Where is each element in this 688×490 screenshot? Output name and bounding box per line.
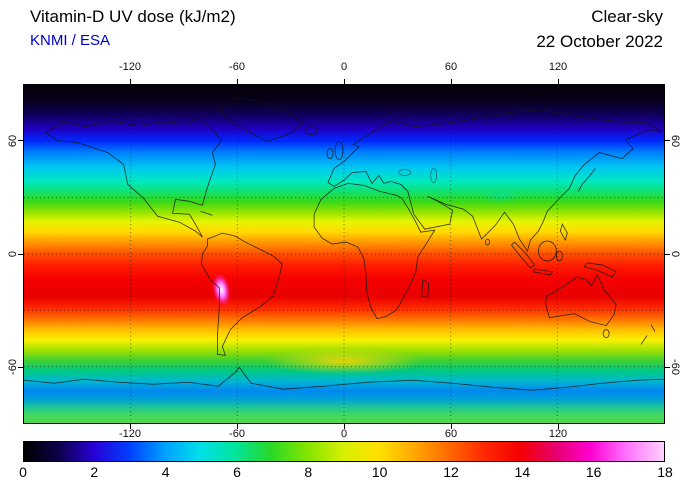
south-america-outline (201, 232, 283, 356)
colorbar-tick-label: 6 (233, 464, 241, 480)
sulawesi-outline (555, 250, 563, 262)
antarctic-uv-maximum (264, 347, 424, 375)
lon-tick-label-top: -120 (118, 61, 142, 73)
tibetan-plateau-enhancement (479, 188, 522, 204)
lon-tick-mark-bottom (450, 424, 452, 429)
lon-tick-label-bottom: -60 (229, 428, 245, 440)
continent-outlines (24, 97, 664, 391)
colorbar-tick-label: 14 (514, 464, 531, 480)
eurasia-outline (327, 109, 663, 252)
new-guinea-outline (583, 262, 617, 278)
colorbar (23, 441, 665, 462)
colorbar-tick-label: 16 (585, 464, 602, 480)
colorbar-tick-label: 10 (371, 464, 388, 480)
andes-uv-maximum (212, 272, 231, 307)
lon-tick-mark-top (557, 79, 559, 84)
figure-date: 22 October 2022 (536, 32, 663, 51)
uv-hotspots (212, 188, 522, 375)
lat-tick-mark-left (18, 366, 23, 368)
japan-outline (577, 168, 596, 192)
colorbar-tick-label: 4 (161, 464, 170, 480)
lon-tick-mark-top (236, 79, 238, 84)
page-title: Vitamin-D UV dose (kJ/m2) (30, 7, 236, 26)
lon-tick-label-top: 120 (548, 61, 568, 73)
java-outline (532, 268, 554, 276)
cuba-outline (200, 210, 213, 216)
colorbar-tick-label: 2 (90, 464, 99, 480)
antarctica-outline (24, 366, 664, 391)
north-america-outline (45, 116, 222, 238)
madagascar-outline (421, 279, 430, 299)
ireland-outline (326, 148, 334, 159)
lon-tick-label-bottom: 0 (340, 428, 348, 440)
uv-heatmap (24, 85, 664, 423)
lon-tick-label-top: -60 (229, 61, 245, 73)
philippines-outline (559, 223, 568, 242)
lon-tick-label-top: 60 (444, 61, 458, 73)
lat-tick-label-right: -60 (669, 359, 681, 376)
lon-tick-mark-bottom (129, 424, 131, 429)
sumatra-outline (510, 241, 535, 269)
lat-tick-mark-right (665, 140, 670, 142)
lon-tick-mark-bottom (557, 424, 559, 429)
colorbar-tick-label: 0 (19, 464, 27, 480)
lat-tick-mark-left (18, 253, 23, 255)
borneo-outline (537, 240, 557, 262)
colorbar-tick-label: 8 (304, 464, 313, 480)
lon-tick-label-bottom: 60 (444, 428, 458, 440)
lon-tick-label-top: 0 (340, 61, 348, 73)
lon-tick-mark-top (129, 79, 131, 84)
colorbar-tick-label: 12 (443, 464, 459, 480)
grid-lines (24, 85, 664, 423)
africa-outline (313, 183, 436, 320)
lat-tick-mark-right (665, 253, 670, 255)
new-zealand-outline (640, 324, 656, 345)
iceland-outline (304, 126, 318, 136)
lat-tick-label-right: 0 (669, 250, 681, 258)
lat-tick-label-right: 60 (669, 134, 681, 147)
lat-tick-mark-right (665, 366, 670, 368)
map-plot (23, 84, 665, 424)
lon-tick-mark-top (450, 79, 452, 84)
lon-tick-label-bottom: -120 (118, 428, 142, 440)
tasmania-outline (602, 329, 610, 338)
caspian-sea-outline (430, 168, 438, 183)
lon-tick-mark-top (343, 79, 345, 84)
source-credit: KNMI / ESA (30, 32, 111, 49)
lon-tick-mark-bottom (343, 424, 345, 429)
lon-tick-mark-bottom (236, 424, 238, 429)
scene-condition: Clear-sky (591, 7, 663, 26)
lat-tick-mark-left (18, 140, 23, 142)
black-sea-outline (398, 169, 412, 176)
greenland-outline (218, 97, 304, 143)
lon-tick-label-bottom: 120 (548, 428, 568, 440)
sri-lanka-outline (485, 238, 490, 246)
colorbar-tick-label: 18 (657, 464, 673, 480)
